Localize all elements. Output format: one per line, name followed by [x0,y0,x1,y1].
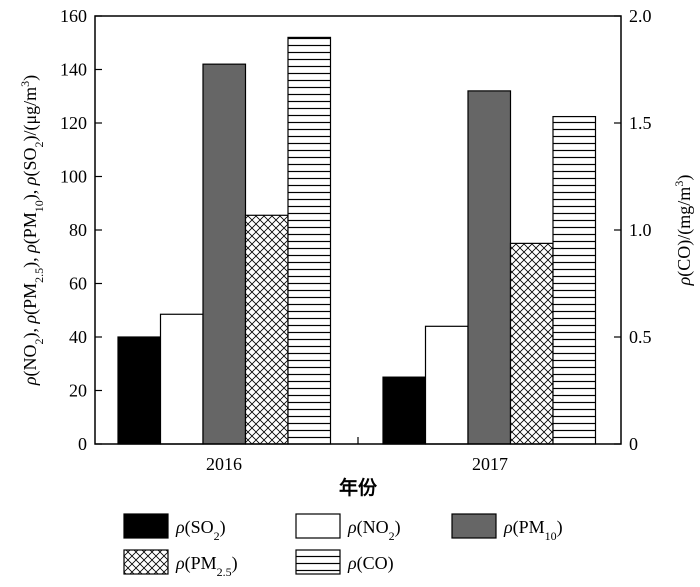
bar [424,325,469,445]
legend-swatch [295,549,341,575]
left-tick-label: 100 [60,167,87,187]
right-tick-label: 0 [629,434,638,454]
y-axis-label-right: ρ(CO)/(mg/m3) [672,175,695,287]
legend-swatch [295,513,341,539]
x-tick-label: 2016 [206,454,242,474]
bar [467,90,512,445]
legend: ρ(SO2) ρ(NO2) ρ(PM10) ρ(PM2.5) ρ(CO) [123,513,563,579]
legend-swatch [123,549,169,575]
legend-label: ρ(PM2.5) [175,553,238,579]
bar [509,242,554,445]
left-tick-label: 60 [69,274,87,294]
x-tick-label: 2017 [472,454,508,474]
bar [244,214,289,445]
right-tick-label: 2.0 [629,6,652,26]
left-tick-label: 80 [69,220,87,240]
bar [117,336,162,445]
left-tick-label: 0 [78,434,87,454]
left-tick-label: 40 [69,327,87,347]
legend-label: ρ(SO2) [175,517,226,543]
right-tick-label: 1.5 [629,113,652,133]
x-axis: 2016 2017 [206,437,508,474]
right-tick-label: 0.5 [629,327,652,347]
left-tick-label: 160 [60,6,87,26]
y-axis-label-left: ρ(NO2), ρ(PM2.5), ρ(PM10), ρ(SO2)/(μg/m3… [18,75,46,386]
left-tick-label: 120 [60,113,87,133]
bar [287,36,332,445]
left-tick-label: 20 [69,381,87,401]
legend-label: ρ(CO) [347,553,394,574]
legend-label: ρ(NO2) [347,517,401,543]
bars-layer [117,36,597,445]
x-axis-label: 年份 [339,476,378,499]
left-tick-label: 140 [60,60,87,80]
legend-label: ρ(PM10) [503,517,563,543]
bar [202,63,247,445]
left-axis: 0 20 40 60 80 100 120 140 160 [60,6,102,454]
bar [552,115,597,445]
bar [382,376,427,445]
bar [159,313,204,445]
right-axis: 0 0.5 1.0 1.5 2.0 [614,6,652,454]
legend-swatch [123,513,169,539]
right-tick-label: 1.0 [629,220,652,240]
legend-swatch [451,513,497,539]
